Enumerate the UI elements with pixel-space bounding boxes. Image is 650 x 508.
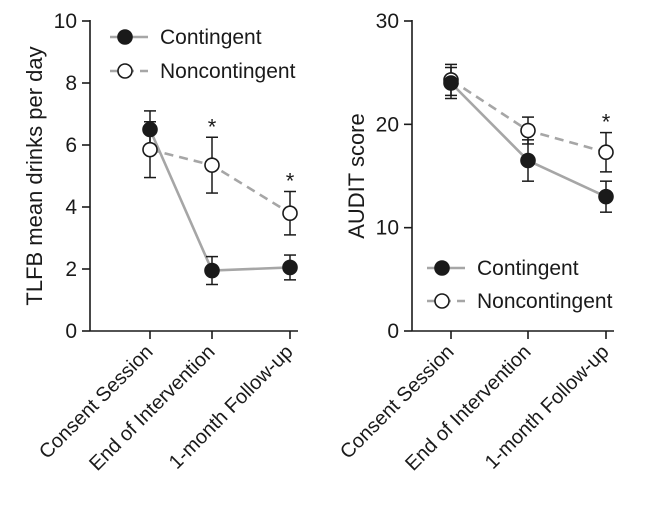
legend-label: Noncontingent bbox=[160, 60, 296, 83]
data-point-series-1 bbox=[443, 75, 459, 91]
significance-annotation: * bbox=[602, 110, 611, 135]
y-tick-label: 0 bbox=[387, 320, 399, 343]
data-point-series-2 bbox=[142, 141, 158, 158]
data-point-series-1 bbox=[598, 188, 614, 205]
data-point-series-2 bbox=[598, 144, 614, 161]
data-point-series-1 bbox=[204, 262, 220, 279]
series-line-1 bbox=[148, 128, 291, 272]
data-point-series-1 bbox=[282, 259, 298, 276]
legend-marker bbox=[117, 29, 133, 45]
y-tick-label: 10 bbox=[54, 10, 77, 33]
significance-annotation: * bbox=[208, 114, 217, 139]
data-point-series-2 bbox=[520, 122, 536, 139]
series-line-2 bbox=[149, 148, 291, 215]
y-tick-label: 10 bbox=[376, 217, 399, 240]
y-axis-label: AUDIT score bbox=[344, 113, 369, 239]
y-tick-label: 30 bbox=[376, 10, 399, 33]
legend-label: Contingent bbox=[160, 26, 262, 49]
x-tick-label: End of Intervention bbox=[401, 341, 535, 475]
x-tick-label: Consent Session bbox=[35, 341, 157, 463]
y-tick-label: 6 bbox=[65, 134, 77, 157]
legend-marker bbox=[434, 293, 450, 309]
y-tick-label: 0 bbox=[65, 320, 77, 343]
legend-marker bbox=[117, 63, 133, 79]
legend-marker bbox=[434, 260, 450, 276]
legend-label: Noncontingent bbox=[477, 290, 613, 313]
data-point-series-2 bbox=[204, 157, 220, 173]
y-tick-label: 8 bbox=[65, 72, 77, 95]
y-tick-label: 4 bbox=[65, 196, 77, 219]
y-tick-label: 20 bbox=[376, 113, 399, 136]
legend-label: Contingent bbox=[477, 257, 579, 280]
data-point-series-1 bbox=[142, 121, 158, 138]
data-point-series-1 bbox=[520, 152, 536, 169]
significance-annotation: * bbox=[286, 169, 295, 194]
y-tick-label: 2 bbox=[65, 258, 77, 281]
y-axis-label: TLFB mean drinks per day bbox=[22, 46, 47, 305]
data-point-series-2 bbox=[282, 205, 298, 221]
